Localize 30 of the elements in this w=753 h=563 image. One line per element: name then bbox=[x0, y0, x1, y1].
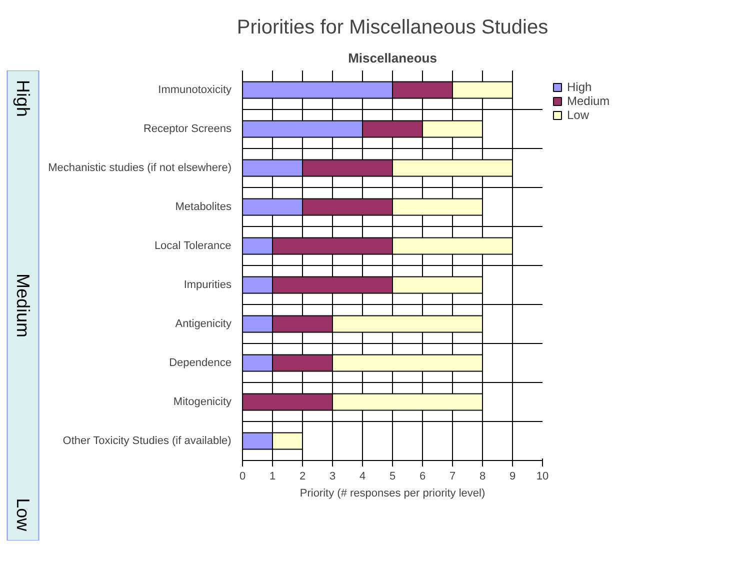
y-tick-label: Mitogenicity bbox=[173, 396, 232, 408]
text: Low bbox=[13, 498, 33, 532]
y-tick-label: Metabolites bbox=[175, 201, 232, 213]
legend-label: Low bbox=[567, 108, 590, 122]
chart-subtitle: Miscellaneous bbox=[348, 50, 437, 66]
x-tick-label: 0 bbox=[239, 470, 246, 482]
legend-label: Medium bbox=[567, 94, 610, 108]
y-tick-label: Dependence bbox=[169, 357, 232, 369]
y-tick-label: Antigenicity bbox=[175, 318, 232, 330]
y-tick-label: Mechanistic studies (if not elsewhere) bbox=[48, 162, 232, 174]
text: High bbox=[13, 80, 33, 117]
y-tick-label: Receptor Screens bbox=[143, 123, 232, 135]
x-tick-label: 6 bbox=[419, 470, 426, 482]
x-tick-label: 8 bbox=[479, 470, 486, 482]
y-tick-label: Immunotoxicity bbox=[158, 84, 232, 96]
x-axis-title: Priority (# responses per priority level) bbox=[300, 488, 486, 500]
x-tick-label: 2 bbox=[299, 470, 306, 482]
y-tick-label: Local Tolerance bbox=[154, 240, 232, 252]
x-tick-label: 7 bbox=[449, 470, 456, 482]
x-tick-label: 10 bbox=[536, 470, 549, 482]
y-tick-label: Impurities bbox=[184, 279, 232, 291]
x-tick-label: 3 bbox=[329, 470, 336, 482]
text: Medium bbox=[13, 273, 33, 338]
y-tick-label: Other Toxicity Studies (if available) bbox=[62, 435, 232, 447]
x-tick-label: 1 bbox=[269, 470, 276, 482]
chart-title: Priorities for Miscellaneous Studies bbox=[236, 16, 548, 38]
x-tick-label: 4 bbox=[359, 470, 366, 482]
x-tick-label: 5 bbox=[389, 470, 396, 482]
x-tick-label: 9 bbox=[509, 470, 516, 482]
legend-label: High bbox=[567, 80, 592, 94]
